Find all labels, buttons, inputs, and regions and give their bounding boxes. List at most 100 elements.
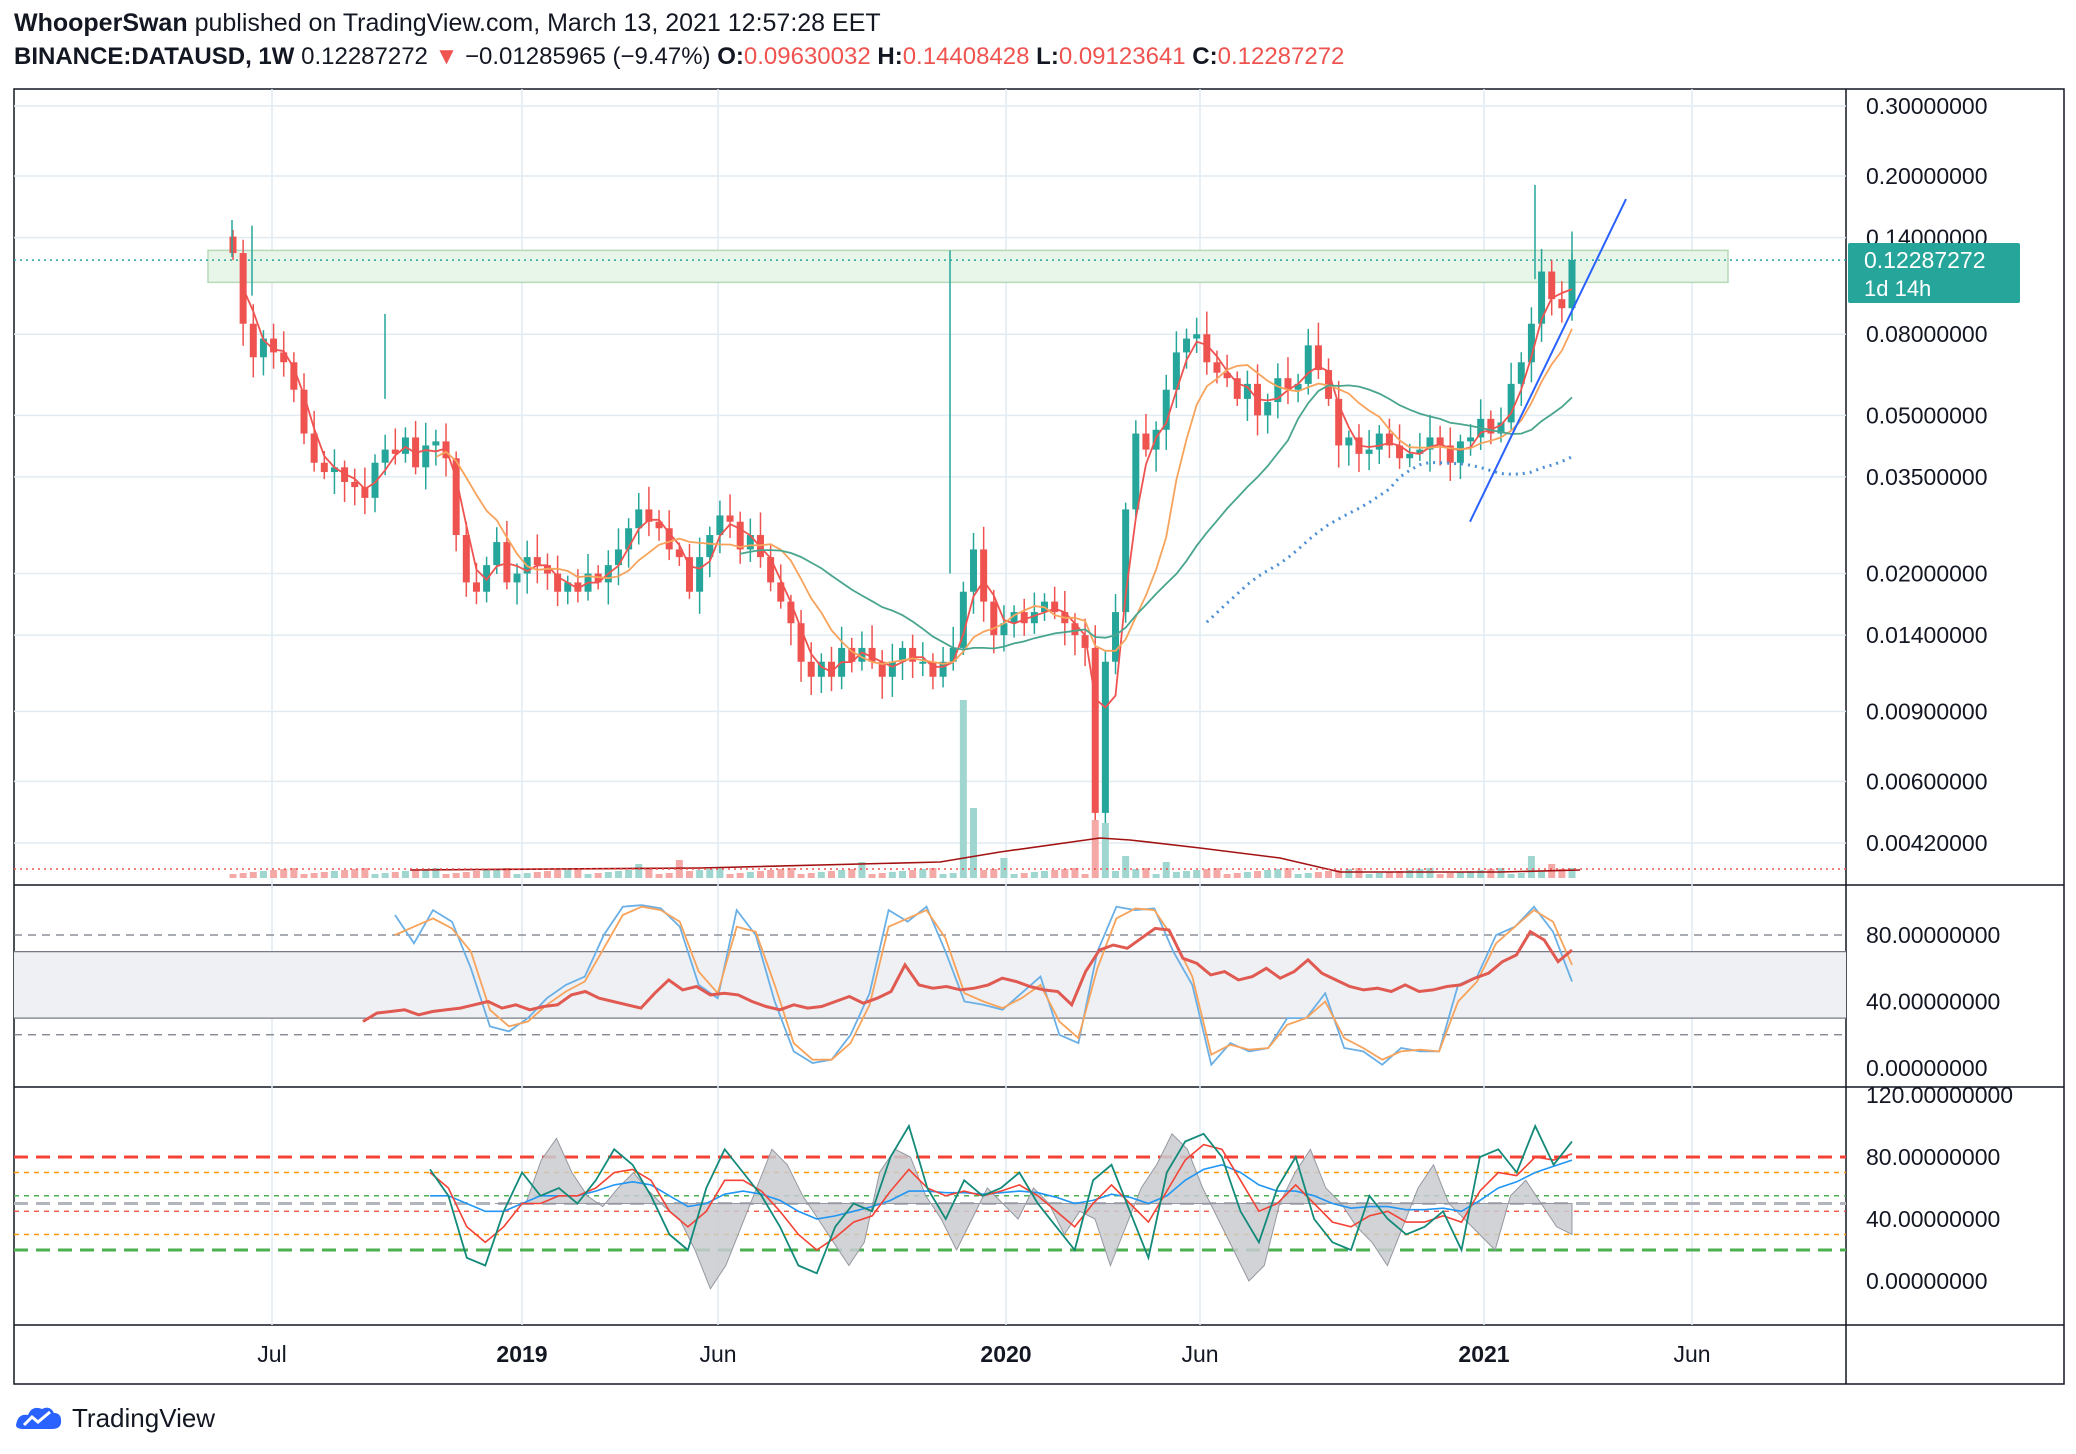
volume-bar[interactable] — [462, 872, 470, 878]
candle-up[interactable] — [970, 532, 978, 614]
volume-bar[interactable] — [523, 873, 531, 878]
candle-down[interactable] — [929, 653, 937, 690]
candle-up[interactable] — [1345, 430, 1353, 466]
volume-bar[interactable] — [1081, 874, 1089, 878]
candle-down[interactable] — [756, 512, 764, 568]
candle-up[interactable] — [1010, 605, 1018, 638]
candle-up[interactable] — [422, 422, 430, 490]
candle-down[interactable] — [533, 534, 541, 584]
candle-down[interactable] — [1385, 418, 1393, 458]
volume-bar[interactable] — [777, 869, 785, 878]
candle-down[interactable] — [1233, 371, 1241, 406]
candle-up[interactable] — [838, 626, 846, 690]
candle-down[interactable] — [777, 564, 785, 609]
volume-bar[interactable] — [1558, 869, 1566, 878]
candle-down[interactable] — [1436, 425, 1444, 466]
volume-bar[interactable] — [716, 868, 724, 878]
volume-bar[interactable] — [939, 874, 947, 878]
volume-bar[interactable] — [696, 870, 704, 878]
volume-bar[interactable] — [1436, 874, 1444, 878]
candle-up[interactable] — [1456, 434, 1464, 480]
volume-bar[interactable] — [1000, 858, 1008, 878]
volume-bar[interactable] — [1132, 869, 1140, 878]
candle-up[interactable] — [564, 575, 572, 605]
candle-down[interactable] — [1284, 357, 1292, 405]
candle-down[interactable] — [1091, 625, 1099, 830]
rsi-pane[interactable]: 80.00000000 40.00000000 0.00000000 — [14, 904, 2000, 1081]
candle-up[interactable] — [706, 526, 714, 578]
candle-down[interactable] — [807, 642, 815, 695]
volume-bar[interactable] — [888, 872, 896, 878]
candle-down[interactable] — [848, 637, 856, 673]
volume-bar[interactable] — [472, 871, 480, 878]
candle-down[interactable] — [229, 229, 237, 261]
candle-up[interactable] — [1000, 605, 1008, 652]
volume-bar[interactable] — [1467, 871, 1475, 878]
volume-bar[interactable] — [1010, 874, 1018, 878]
candle-down[interactable] — [685, 543, 693, 599]
candle-up[interactable] — [513, 563, 521, 605]
candle-up[interactable] — [858, 631, 866, 671]
volume-bar[interactable] — [1162, 862, 1170, 878]
volume-bar[interactable] — [1568, 868, 1576, 878]
time-axis[interactable]: Jul 2019 Jun 2020 Jun 2021 Jun — [257, 1341, 1710, 1367]
candle-down[interactable] — [655, 510, 663, 541]
candle-down[interactable] — [310, 410, 318, 472]
volume-bar[interactable] — [1527, 856, 1535, 878]
footer-brand[interactable]: TradingView — [14, 1396, 215, 1440]
volume-bar[interactable] — [1112, 871, 1120, 878]
candle-down[interactable] — [645, 486, 653, 537]
volume-bar[interactable] — [919, 869, 927, 878]
volume-bar[interactable] — [594, 873, 602, 878]
volume-bar[interactable] — [1020, 873, 1028, 878]
candle-down[interactable] — [797, 609, 805, 682]
price-pane[interactable] — [14, 184, 1846, 878]
volume-bar[interactable] — [1416, 869, 1424, 878]
candle-down[interactable] — [990, 589, 998, 654]
volume-bar[interactable] — [483, 870, 491, 878]
candle-down[interactable] — [1142, 413, 1150, 457]
candle-down[interactable] — [1335, 380, 1343, 468]
candle-down[interactable] — [726, 494, 734, 539]
candle-up[interactable] — [1426, 414, 1434, 472]
candle-up[interactable] — [1132, 420, 1140, 519]
volume-bar[interactable] — [1233, 873, 1241, 878]
candle-down[interactable] — [1020, 598, 1028, 636]
price-axis[interactable]: 0.300000000.200000000.140000000.08000000… — [1866, 93, 1988, 856]
candle-up[interactable] — [635, 492, 643, 545]
volume-bar[interactable] — [361, 868, 369, 878]
candle-up[interactable] — [696, 537, 704, 614]
candle-down[interactable] — [361, 467, 369, 515]
candle-down[interactable] — [1446, 427, 1454, 481]
volume-bar[interactable] — [290, 868, 298, 878]
volume-bar[interactable] — [1223, 874, 1231, 878]
candle-down[interactable] — [452, 451, 460, 552]
candle-down[interactable] — [249, 304, 257, 378]
volume-bar[interactable] — [310, 873, 318, 878]
candle-up[interactable] — [1193, 317, 1201, 353]
candle-down[interactable] — [462, 521, 470, 597]
candle-up[interactable] — [1365, 430, 1373, 471]
candle-down[interactable] — [878, 650, 886, 699]
volume-bar[interactable] — [625, 870, 633, 878]
volume-bar[interactable] — [381, 873, 389, 878]
candle-up[interactable] — [888, 643, 896, 697]
volume-bar[interactable] — [1304, 873, 1312, 878]
candle-up[interactable] — [1467, 424, 1475, 456]
volume-bar[interactable] — [1274, 869, 1282, 878]
candle-up[interactable] — [959, 581, 967, 655]
volume-bar[interactable] — [817, 872, 825, 878]
candle-up[interactable] — [432, 429, 440, 466]
volume-bar[interactable] — [513, 874, 521, 878]
volume-bar[interactable] — [604, 872, 612, 878]
volume-bar[interactable] — [1213, 868, 1221, 878]
volume-bar[interactable] — [1385, 872, 1393, 878]
volume-bar[interactable] — [1193, 870, 1201, 878]
candle-down[interactable] — [1558, 281, 1566, 323]
volume-bar[interactable] — [320, 872, 328, 878]
candle-down[interactable] — [574, 569, 582, 603]
volume-bar[interactable] — [787, 868, 795, 878]
candle-down[interactable] — [980, 526, 988, 622]
volume-bar[interactable] — [1538, 871, 1546, 878]
